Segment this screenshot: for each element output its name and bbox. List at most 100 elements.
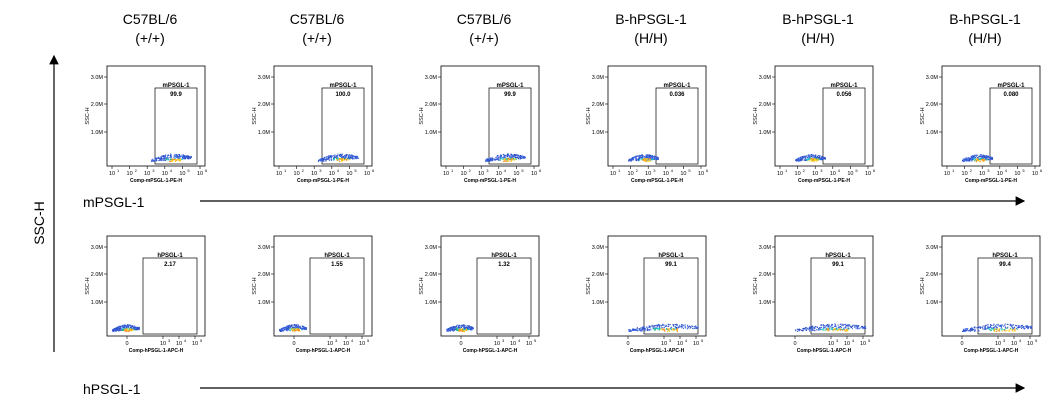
y-tick-label: 3.0M bbox=[592, 245, 605, 251]
column-header: C57BL/6 (+/+) bbox=[90, 10, 210, 48]
cell-population bbox=[151, 153, 192, 163]
column-header-strain: C57BL/6 bbox=[456, 11, 512, 27]
column-header-strain: B-hPSGL-1 bbox=[782, 11, 854, 27]
y-tick-label: 1.0M bbox=[91, 300, 104, 306]
gate-name: mPSGL-1 bbox=[496, 83, 524, 89]
gate-name: mPSGL-1 bbox=[663, 83, 691, 89]
facs-plot: 1.0M2.0M3.0MSSC-H101102103104105106Comp-… bbox=[920, 65, 1043, 184]
x-tick-label: 10 bbox=[795, 171, 801, 177]
plot-y-label: SSC-H bbox=[419, 277, 425, 294]
gate-value: 99.9 bbox=[170, 92, 182, 98]
gate bbox=[822, 87, 866, 165]
gate bbox=[154, 87, 198, 165]
x-tick-exponent: 5 bbox=[855, 168, 858, 173]
y-tick-label: 2.0M bbox=[258, 272, 271, 278]
y-tick-label: 2.0M bbox=[91, 102, 104, 108]
x-tick-label: 10 bbox=[962, 171, 968, 177]
plot-x-label: Comp-mPSGL-1-PE-H bbox=[464, 178, 516, 184]
x-tick-label: 10 bbox=[1014, 171, 1020, 177]
y-tick-label: 2.0M bbox=[258, 102, 271, 108]
plot-y-label: SSC-H bbox=[586, 107, 592, 124]
x-tick-exponent: 3 bbox=[168, 338, 171, 343]
cell-population bbox=[446, 324, 474, 333]
column-header: C57BL/6 (+/+) bbox=[257, 10, 377, 48]
plot-x-label: Comp-mPSGL-1-PE-H bbox=[798, 178, 850, 184]
cell-population bbox=[628, 323, 699, 333]
x-tick-label: 10 bbox=[510, 341, 516, 347]
x-tick-label: 10 bbox=[645, 171, 651, 177]
cell-population bbox=[628, 154, 659, 163]
y-tick-label: 3.0M bbox=[425, 75, 438, 81]
x-tick-exponent: 1 bbox=[451, 168, 454, 173]
x-tick-exponent: 5 bbox=[701, 338, 704, 343]
x-tick-exponent: 3 bbox=[820, 168, 823, 173]
plot-y-label: SSC-H bbox=[920, 277, 926, 294]
gate bbox=[989, 87, 1033, 165]
x-tick-label: 10 bbox=[526, 341, 532, 347]
x-tick-label: 10 bbox=[698, 171, 704, 177]
x-tick-label: 10 bbox=[693, 341, 699, 347]
column-header-strain: C57BL/6 bbox=[122, 11, 178, 27]
column-header: C57BL/6 (+/+) bbox=[424, 10, 544, 48]
gate-name: hPSGL-1 bbox=[992, 253, 1018, 259]
x-tick-label: 10 bbox=[329, 171, 335, 177]
x-tick-label: 10 bbox=[127, 171, 133, 177]
x-tick-exponent: 3 bbox=[1003, 338, 1006, 343]
x-tick-exponent: 3 bbox=[486, 168, 489, 173]
x-tick-exponent: 3 bbox=[502, 338, 505, 343]
column-header-genotype: (+/+) bbox=[469, 30, 499, 46]
x-tick-label: 10 bbox=[359, 341, 365, 347]
x-tick-label: 0 bbox=[292, 341, 295, 347]
plot-y-label: SSC-H bbox=[252, 107, 258, 124]
row-label-hpsgl1: hPSGL-1 bbox=[83, 381, 141, 397]
y-tick-label: 3.0M bbox=[258, 245, 271, 251]
cell-population bbox=[485, 153, 526, 163]
plot-frame bbox=[774, 235, 874, 337]
x-tick-label: 10 bbox=[197, 171, 203, 177]
gate bbox=[488, 87, 532, 165]
gate-value: 0.080 bbox=[1003, 92, 1019, 98]
column-header-strain: B-hPSGL-1 bbox=[615, 11, 687, 27]
gate-name: hPSGL-1 bbox=[324, 253, 350, 259]
plot-x-label: Comp-hPSGL-1-APC-H bbox=[296, 348, 351, 354]
y-tick-label: 2.0M bbox=[926, 102, 939, 108]
gate-name: hPSGL-1 bbox=[157, 253, 183, 259]
x-tick-label: 10 bbox=[162, 171, 168, 177]
x-tick-exponent: 2 bbox=[803, 168, 806, 173]
x-tick-label: 10 bbox=[346, 171, 352, 177]
plot-x-label: Comp-mPSGL-1-PE-H bbox=[631, 178, 683, 184]
x-tick-exponent: 3 bbox=[653, 168, 656, 173]
x-tick-label: 10 bbox=[179, 171, 185, 177]
gate bbox=[977, 257, 1033, 335]
x-tick-exponent: 5 bbox=[200, 338, 203, 343]
plot-x-label: Comp-mPSGL-1-PE-H bbox=[965, 178, 1017, 184]
x-tick-exponent: 2 bbox=[469, 168, 472, 173]
x-tick-exponent: 4 bbox=[838, 168, 841, 173]
x-tick-exponent: 3 bbox=[836, 338, 839, 343]
x-tick-exponent: 3 bbox=[987, 168, 990, 173]
plot-frame bbox=[440, 235, 540, 337]
gate-value: 0.056 bbox=[836, 92, 852, 98]
x-tick-label: 10 bbox=[1027, 341, 1033, 347]
x-tick-exponent: 5 bbox=[367, 338, 370, 343]
cell-population bbox=[962, 323, 1033, 333]
x-tick-exponent: 4 bbox=[671, 168, 674, 173]
plot-frame bbox=[273, 235, 373, 337]
y-tick-label: 3.0M bbox=[759, 245, 772, 251]
plot-x-label: Comp-hPSGL-1-APC-H bbox=[463, 348, 518, 354]
x-tick-exponent: 4 bbox=[170, 168, 173, 173]
gate bbox=[643, 257, 699, 335]
plot-x-label: Comp-hPSGL-1-APC-H bbox=[964, 348, 1019, 354]
x-tick-label: 10 bbox=[680, 171, 686, 177]
plot-frame bbox=[106, 235, 206, 337]
plot-y-label: SSC-H bbox=[85, 107, 91, 124]
plot-frame bbox=[106, 65, 206, 167]
x-tick-exponent: 1 bbox=[785, 168, 788, 173]
plot-frame bbox=[774, 65, 874, 167]
x-tick-exponent: 4 bbox=[351, 338, 354, 343]
plot-y-label: SSC-H bbox=[252, 277, 258, 294]
x-tick-label: 10 bbox=[192, 341, 198, 347]
gate-value: 99.4 bbox=[999, 262, 1011, 268]
gate-name: mPSGL-1 bbox=[830, 83, 858, 89]
